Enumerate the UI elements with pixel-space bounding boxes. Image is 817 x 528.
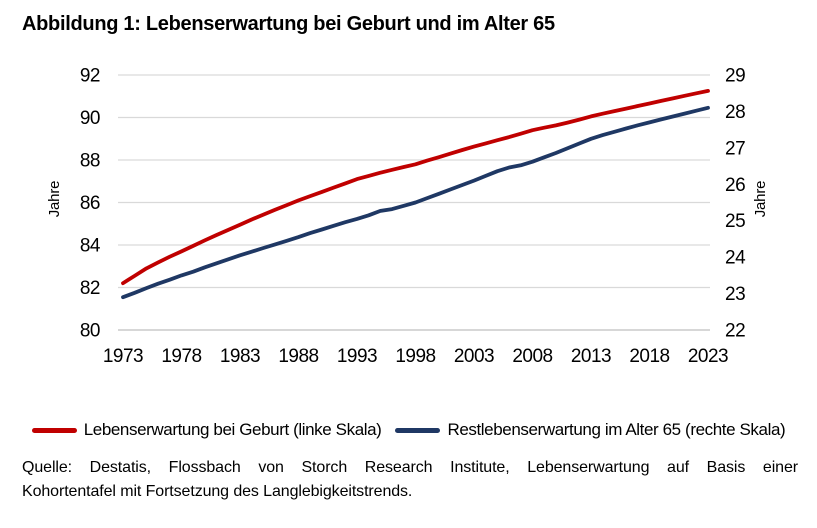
right-axis-tick-label: 28 bbox=[725, 102, 745, 123]
left-axis-tick-label: 84 bbox=[80, 236, 101, 257]
left-axis-tick-label: 80 bbox=[80, 321, 100, 342]
x-axis-tick-label: 2023 bbox=[688, 346, 728, 367]
source-note-line1: Quelle: Destatis, Flossbach von Storch R… bbox=[22, 459, 798, 476]
x-axis-tick-label: 2003 bbox=[454, 346, 494, 367]
right-axis-tick-label: 27 bbox=[725, 138, 745, 159]
legend-item-age65: Restlebenserwartung im Alter 65 (rechte … bbox=[395, 420, 786, 440]
chart-title: Abbildung 1: Lebenserwartung bei Geburt … bbox=[22, 13, 555, 35]
legend-label-birth: Lebenserwartung bei Geburt (linke Skala) bbox=[83, 420, 382, 439]
x-axis-tick-label: 2018 bbox=[629, 346, 669, 367]
legend-swatch-blue-line bbox=[395, 427, 441, 433]
source-note: Quelle: Destatis, Flossbach von Storch R… bbox=[22, 456, 798, 504]
legend-swatch-red-line bbox=[31, 427, 77, 433]
legend-label-age65: Restlebenserwartung im Alter 65 (rechte … bbox=[447, 420, 786, 439]
chart-plot-area: 80 82 84 86 88 90 92 22 23 24 25 26 27 28 29 1973 1978 19… bbox=[80, 66, 747, 368]
right-axis-tick-label: 26 bbox=[725, 175, 745, 196]
left-axis-title: Jahre bbox=[46, 180, 63, 218]
series-line-birth bbox=[121, 89, 710, 286]
x-axis-tick-label: 2008 bbox=[512, 346, 552, 367]
x-axis-tick-label: 2013 bbox=[571, 346, 611, 367]
right-axis-tick-label: 29 bbox=[725, 66, 745, 87]
source-note-line2: Kohortentafel mit Fortsetzung des Langle… bbox=[22, 483, 413, 500]
x-axis-tick-label: 1993 bbox=[337, 346, 377, 367]
left-axis-tick-label: 90 bbox=[80, 108, 100, 129]
x-axis-tick-label: 1988 bbox=[278, 346, 318, 367]
left-axis-tick-label: 88 bbox=[80, 151, 100, 172]
legend-item-birth: Lebenserwartung bei Geburt (linke Skala) bbox=[31, 420, 382, 440]
left-axis-tick-label: 86 bbox=[80, 193, 100, 214]
x-axis-tick-label: 1978 bbox=[161, 346, 201, 367]
right-axis-tick-label: 24 bbox=[725, 248, 746, 269]
right-axis-tick-label: 25 bbox=[725, 211, 745, 232]
x-axis-tick-label: 1983 bbox=[220, 346, 260, 367]
x-axis-tick-label: 1998 bbox=[395, 346, 435, 367]
left-axis-tick-label: 82 bbox=[80, 278, 100, 299]
chart-legend: Lebenserwartung bei Geburt (linke Skala)… bbox=[0, 417, 817, 443]
right-axis-tick-label: 23 bbox=[725, 284, 745, 305]
right-axis-title: Jahre bbox=[752, 180, 769, 218]
right-axis-tick-label: 22 bbox=[725, 321, 745, 342]
x-axis-tick-label: 1973 bbox=[103, 346, 143, 367]
series-line-age65 bbox=[121, 105, 710, 300]
left-axis-tick-label: 92 bbox=[80, 66, 100, 87]
